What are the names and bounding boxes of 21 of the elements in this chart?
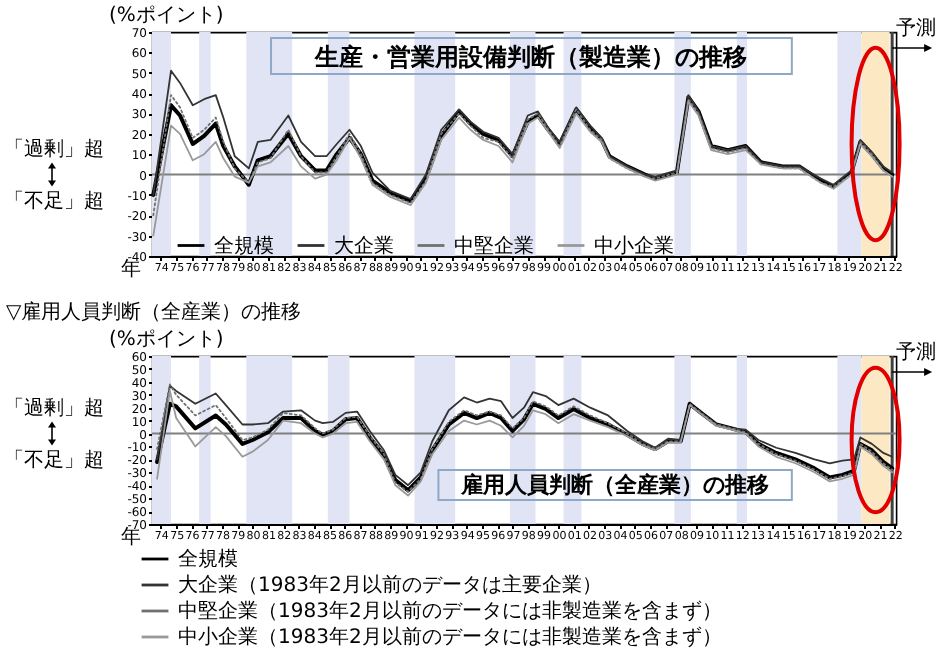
y-axis-title: (%ポイント) xyxy=(109,329,224,351)
legend-label: 中堅企業（1983年2月以前のデータには非製造業を含まず） xyxy=(178,599,722,623)
line-series xyxy=(152,69,894,200)
line-series xyxy=(152,100,894,237)
ref-line-label: 予測 xyxy=(896,16,937,40)
y-axis-title: (%ポイント) xyxy=(109,5,224,27)
text: 「過剰」超 xyxy=(4,136,104,161)
text: 「過剰」超 xyxy=(4,395,104,420)
text: 生産・営業用設備判断（製造業）の推移 xyxy=(313,43,748,71)
text: 「不足」超 xyxy=(4,188,104,213)
legend-label: 中堅企業 xyxy=(454,233,534,258)
ref-line-label: 予測 xyxy=(896,340,937,364)
legend-label: 中小企業（1983年2月以前のデータには非製造業を含まず） xyxy=(178,625,722,649)
legend-label: 中小企業 xyxy=(594,233,674,258)
text: 雇用人員判断（全産業）の推移 xyxy=(459,472,770,498)
text: 「不足」超 xyxy=(4,447,104,472)
legend-label: 全規模 xyxy=(214,233,274,258)
legend-label: 全規模 xyxy=(178,547,238,571)
legend-label: 大企業 xyxy=(334,233,394,258)
chart-subtitle: ▽雇用人員判断（全産業）の推移 xyxy=(6,300,302,324)
legend-label: 大企業（1983年2月以前のデータは主要企業） xyxy=(178,573,602,597)
